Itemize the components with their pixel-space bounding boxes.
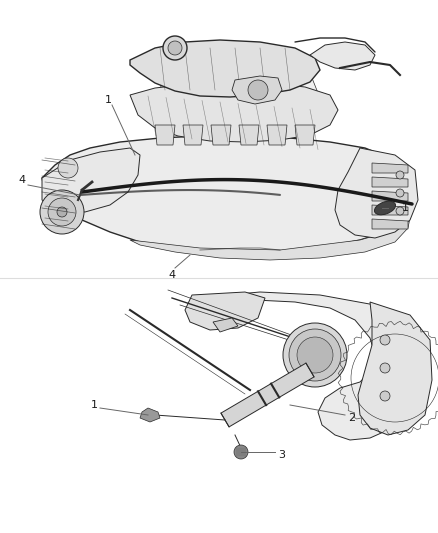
Text: 1: 1 bbox=[105, 95, 112, 105]
Circle shape bbox=[380, 363, 390, 373]
Polygon shape bbox=[130, 82, 338, 142]
Polygon shape bbox=[185, 292, 265, 330]
Circle shape bbox=[57, 207, 67, 217]
Polygon shape bbox=[180, 78, 200, 98]
Text: 4: 4 bbox=[18, 175, 25, 185]
Polygon shape bbox=[280, 78, 300, 98]
Polygon shape bbox=[183, 125, 203, 145]
Circle shape bbox=[40, 190, 84, 234]
Polygon shape bbox=[310, 42, 375, 70]
Polygon shape bbox=[200, 78, 220, 98]
Polygon shape bbox=[42, 148, 140, 212]
Circle shape bbox=[163, 36, 187, 60]
Circle shape bbox=[396, 171, 404, 179]
Polygon shape bbox=[220, 78, 240, 98]
Polygon shape bbox=[372, 219, 408, 229]
Polygon shape bbox=[239, 125, 259, 145]
Circle shape bbox=[234, 445, 248, 459]
Text: 2: 2 bbox=[349, 413, 356, 423]
Polygon shape bbox=[300, 78, 320, 98]
Circle shape bbox=[380, 391, 390, 401]
Circle shape bbox=[396, 207, 404, 215]
Circle shape bbox=[58, 158, 78, 178]
Circle shape bbox=[283, 323, 347, 387]
Circle shape bbox=[248, 80, 268, 100]
Text: 4: 4 bbox=[169, 270, 176, 280]
Polygon shape bbox=[42, 136, 415, 252]
Circle shape bbox=[168, 41, 182, 55]
Polygon shape bbox=[372, 191, 408, 201]
Polygon shape bbox=[155, 125, 175, 145]
Polygon shape bbox=[130, 40, 320, 97]
Polygon shape bbox=[295, 125, 315, 145]
Circle shape bbox=[297, 337, 333, 373]
Polygon shape bbox=[372, 205, 408, 215]
Polygon shape bbox=[232, 76, 282, 104]
Text: 1: 1 bbox=[91, 400, 98, 410]
Text: 1: 1 bbox=[402, 203, 409, 213]
Polygon shape bbox=[240, 78, 260, 98]
Polygon shape bbox=[140, 408, 160, 422]
Polygon shape bbox=[195, 292, 428, 440]
Circle shape bbox=[289, 329, 341, 381]
Text: 3: 3 bbox=[279, 450, 286, 460]
Polygon shape bbox=[211, 125, 231, 145]
Polygon shape bbox=[130, 218, 410, 260]
Polygon shape bbox=[221, 363, 314, 427]
Polygon shape bbox=[260, 78, 280, 98]
Polygon shape bbox=[372, 163, 408, 173]
Polygon shape bbox=[335, 148, 418, 238]
Polygon shape bbox=[358, 302, 432, 435]
Polygon shape bbox=[372, 177, 408, 187]
Ellipse shape bbox=[374, 201, 396, 215]
Circle shape bbox=[380, 335, 390, 345]
Polygon shape bbox=[213, 318, 238, 332]
Polygon shape bbox=[267, 125, 287, 145]
Circle shape bbox=[396, 189, 404, 197]
Polygon shape bbox=[160, 78, 180, 98]
Circle shape bbox=[48, 198, 76, 226]
